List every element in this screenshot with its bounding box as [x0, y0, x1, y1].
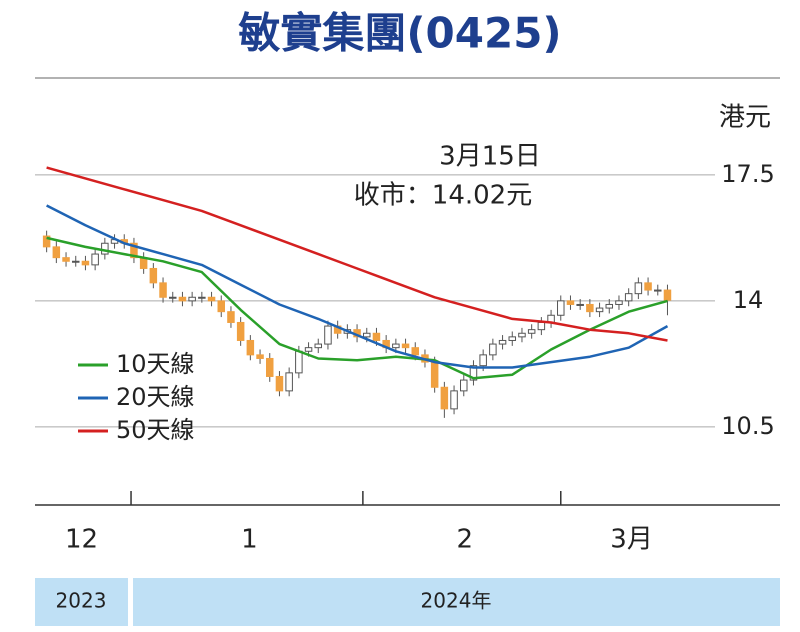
candle-body: [130, 242, 138, 259]
candle-body: [207, 296, 216, 302]
candle-body: [149, 267, 158, 284]
y-tick-label: 10.5: [721, 412, 774, 440]
x-tick-label: 1: [241, 525, 258, 555]
year-band: [35, 578, 128, 626]
candle-body: [363, 332, 371, 338]
candle-body: [324, 325, 332, 345]
candle-body: [178, 296, 187, 302]
chart-title: 敏實集團(0425): [238, 9, 561, 58]
candle-body: [479, 354, 487, 367]
candle-body: [285, 372, 293, 392]
candle-body: [557, 300, 565, 316]
candle-body: [81, 260, 90, 266]
candle-body: [227, 311, 235, 323]
annotation: 3月15日: [439, 142, 541, 172]
candle-body: [314, 343, 323, 349]
candle-body: [256, 354, 264, 359]
x-tick-label: 2: [456, 525, 473, 555]
legend-label: 20天線: [116, 383, 195, 411]
candle-body: [537, 321, 546, 331]
candle-body: [460, 379, 468, 392]
candle-body: [42, 235, 51, 248]
candle-body: [236, 321, 245, 341]
candle-body: [62, 257, 70, 262]
legend-label: 50天線: [116, 416, 195, 444]
candle-body: [52, 246, 61, 259]
legend-label: 10天線: [116, 350, 195, 378]
candle-body: [566, 300, 575, 305]
candle-body: [469, 365, 478, 381]
candle-body: [188, 296, 196, 302]
candle-body: [498, 339, 507, 345]
year-label: 2023: [56, 589, 107, 613]
candle-body: [401, 343, 410, 349]
candle-body: [411, 347, 420, 356]
candle-body: [527, 329, 536, 334]
candle-body: [198, 296, 206, 299]
y-tick-label: 14: [733, 286, 764, 314]
candle-body: [168, 296, 177, 299]
candle-body: [634, 282, 643, 295]
candle-body: [392, 343, 400, 349]
candle-body: [605, 303, 614, 309]
candle-body: [654, 289, 662, 292]
candle-body: [430, 361, 439, 388]
candle-body: [576, 303, 584, 306]
candle-body: [586, 303, 594, 313]
year-label: 2024年: [421, 589, 492, 613]
candle-body: [508, 336, 517, 341]
candle-body: [595, 307, 604, 313]
candle-body: [518, 332, 526, 338]
candle-body: [101, 242, 109, 255]
candle-body: [71, 260, 80, 263]
ma-line: [46, 236, 668, 380]
candle-body: [450, 390, 458, 410]
candle-body: [440, 386, 449, 410]
candle-body: [372, 332, 381, 341]
candle-body: [644, 282, 652, 291]
y-unit: 港元: [719, 103, 771, 133]
candle-body: [266, 357, 274, 377]
candle-body: [624, 293, 633, 302]
y-tick-label: 17.5: [721, 160, 774, 188]
candle-body: [275, 375, 284, 392]
candle-body: [304, 347, 313, 352]
candle-body: [246, 339, 255, 356]
candle-body: [295, 350, 303, 374]
candle-body: [615, 300, 623, 305]
ma-line: [46, 166, 668, 342]
candle-body: [159, 282, 167, 298]
ma-line: [46, 204, 669, 369]
annotation: 收市：14.02元: [354, 181, 532, 211]
x-tick-label: 3月: [610, 525, 653, 555]
year-band: [133, 578, 780, 626]
candle-body: [217, 300, 225, 313]
candle-body: [663, 289, 672, 301]
candle-body: [489, 343, 497, 356]
candle-body: [91, 253, 99, 266]
x-tick-label: 12: [65, 525, 98, 555]
